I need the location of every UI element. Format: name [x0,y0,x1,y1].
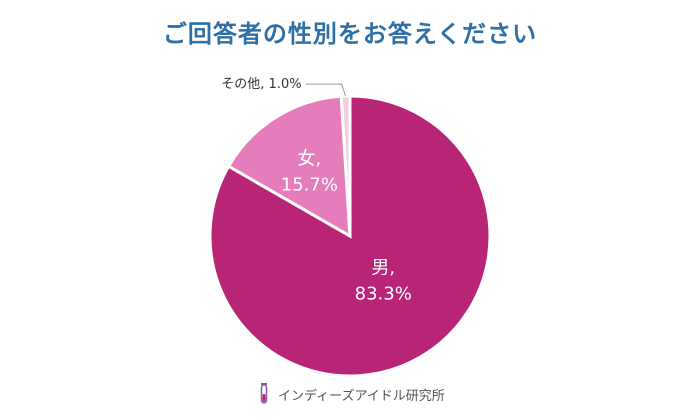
pie-slice-female [226,94,352,239]
chart-title: ご回答者の性別をお答えください [162,20,538,48]
data-label-value-female: 15.7% [281,175,338,196]
data-label-name-male: 男, [371,258,395,279]
footer-brand: インディーズアイドル研究所 [258,382,445,406]
data-label-other: その他, 1.0% [221,77,301,92]
leader-line-other [305,83,347,97]
data-label-name-female: 女, [297,149,321,170]
test-tube-icon [260,383,268,404]
footer-text: インディーズアイドル研究所 [278,388,445,404]
data-label-value-male: 83.3% [355,284,412,305]
